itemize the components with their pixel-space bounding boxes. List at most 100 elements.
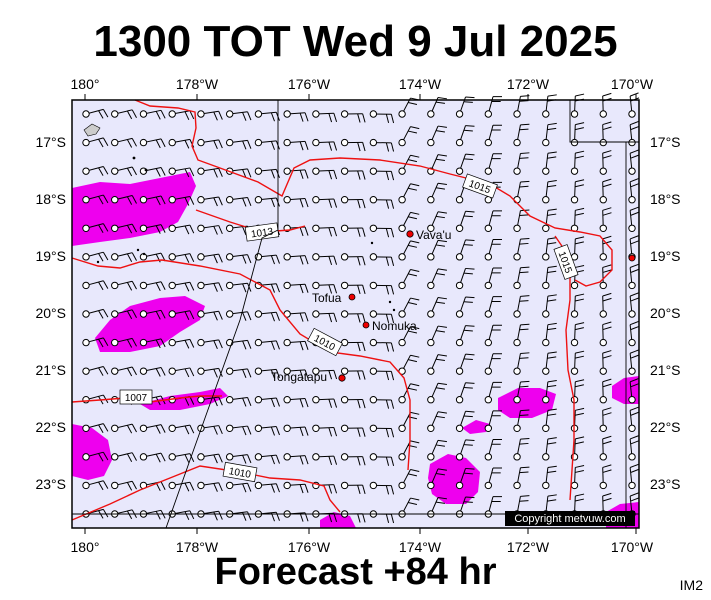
- wind-barb-flag: [299, 512, 304, 522]
- wind-barb-flag: [102, 223, 109, 232]
- wind-barb-flag: [602, 497, 612, 502]
- rain-area: [498, 388, 556, 418]
- wind-barb-flag: [547, 408, 557, 411]
- wind-barb-flag: [102, 480, 109, 489]
- wind-barb-flag: [410, 497, 420, 501]
- wind-barb-station: [340, 367, 349, 375]
- wind-barb-station: [427, 253, 435, 261]
- lat-label: 18°S: [650, 191, 681, 207]
- wind-barb-station: [197, 338, 205, 347]
- wind-barb-station: [398, 196, 406, 204]
- wind-barb-flag: [304, 455, 309, 465]
- wind-barb-flag: [247, 397, 252, 407]
- wind-barb-station: [455, 281, 464, 290]
- wind-barb-flag: [465, 267, 475, 270]
- wind-barb-flag: [547, 94, 557, 97]
- wind-barb-flag: [102, 280, 109, 289]
- place-label: Nomuka: [372, 319, 417, 333]
- wind-barb-station: [427, 338, 435, 347]
- wind-barb-station: [427, 396, 435, 404]
- wind-barb-station: [340, 196, 349, 204]
- boundary-line: [569, 100, 639, 143]
- wind-barb-flag: [463, 215, 473, 218]
- wind-barb-station: [398, 396, 406, 404]
- wind-barb-flag: [574, 498, 584, 502]
- wind-barb-station: [542, 281, 550, 290]
- wind-barb-station: [111, 281, 119, 290]
- wind-barb-flag: [435, 301, 445, 304]
- wind-barb-flag: [102, 166, 109, 175]
- wind-barb-flag: [547, 156, 557, 159]
- wind-barb-flag: [131, 195, 137, 204]
- wind-barb-flag: [602, 435, 612, 440]
- wind-barb-flag: [575, 322, 585, 326]
- wind-barb-station: [484, 481, 493, 490]
- wind-barb-flag: [519, 271, 529, 274]
- wind-barb-flag: [270, 112, 275, 122]
- wind-barb-station: [455, 338, 464, 347]
- wind-barb-flag: [357, 227, 361, 237]
- wind-barb-flag: [333, 255, 338, 265]
- wind-barb-station: [427, 481, 435, 490]
- wind-barb-flag: [155, 168, 161, 177]
- wind-barb-station: [82, 367, 90, 375]
- wind-barb-flag: [213, 397, 218, 407]
- wind-barb-flag: [519, 414, 529, 417]
- wind-barb-station: [570, 310, 579, 318]
- wind-barb-flag: [247, 168, 252, 178]
- wind-barb-flag: [408, 159, 418, 163]
- wind-barb-flag: [465, 325, 475, 327]
- wind-barb-station: [254, 367, 263, 375]
- wind-barb-flag: [357, 399, 361, 409]
- wind-barb-flag: [547, 265, 557, 269]
- wind-barb-flag: [630, 411, 640, 416]
- wind-barb-station: [542, 138, 550, 147]
- wind-barb-station: [398, 338, 406, 347]
- wind-barb-flag: [184, 140, 190, 149]
- land-features: [83, 123, 396, 312]
- wind-barb-flag: [390, 256, 395, 266]
- wind-barb-flag: [98, 167, 104, 176]
- wind-barb-flag: [465, 467, 475, 470]
- map-title: 1300 TOT Wed 9 Jul 2025: [93, 17, 618, 66]
- wind-barb-station: [628, 224, 636, 232]
- wind-barb-flag: [630, 325, 640, 331]
- wind-barb-station: [225, 310, 234, 318]
- wind-barb-flag: [410, 440, 420, 444]
- wind-barb-flag: [629, 435, 639, 440]
- wind-barb-flag: [575, 93, 585, 97]
- wind-barb-station: [455, 224, 464, 232]
- wind-barb-station: [225, 367, 234, 375]
- wind-barb-flag: [547, 180, 557, 183]
- wind-barb-flag: [242, 369, 247, 379]
- wind-barb-flag: [602, 464, 612, 468]
- wind-barb-flag: [131, 309, 137, 318]
- wind-barb-flag: [155, 339, 161, 349]
- lon-label: 178°W: [176, 76, 219, 92]
- wind-barb-flag: [362, 227, 366, 237]
- wind-barb-station: [455, 396, 464, 404]
- wind-barb-station: [542, 110, 550, 118]
- wind-barb-flag: [275, 283, 280, 293]
- wind-barb-flag: [630, 297, 640, 302]
- wind-barb-station: [312, 396, 320, 404]
- wind-barb-flag: [385, 342, 390, 352]
- wind-barb-flag: [328, 141, 333, 151]
- wind-barb-flag: [602, 155, 612, 159]
- wind-barb-flag: [390, 171, 395, 181]
- wind-barb-station: [111, 310, 119, 318]
- wind-barb-station: [369, 396, 378, 404]
- wind-barb-flag: [385, 114, 390, 124]
- wind-barb-flag: [437, 268, 447, 271]
- wind-barb-station: [197, 281, 205, 290]
- wind-barb-station: [599, 310, 607, 318]
- wind-barb-flag: [465, 96, 475, 99]
- wind-barb-flag: [242, 169, 247, 179]
- wind-barb-flag: [465, 382, 475, 384]
- wind-barb-flag: [437, 496, 447, 500]
- wind-barb-flag: [362, 113, 366, 123]
- wind-barb-flag: [629, 406, 639, 411]
- wind-barb-station: [139, 138, 148, 147]
- wind-barb-flag: [547, 384, 557, 388]
